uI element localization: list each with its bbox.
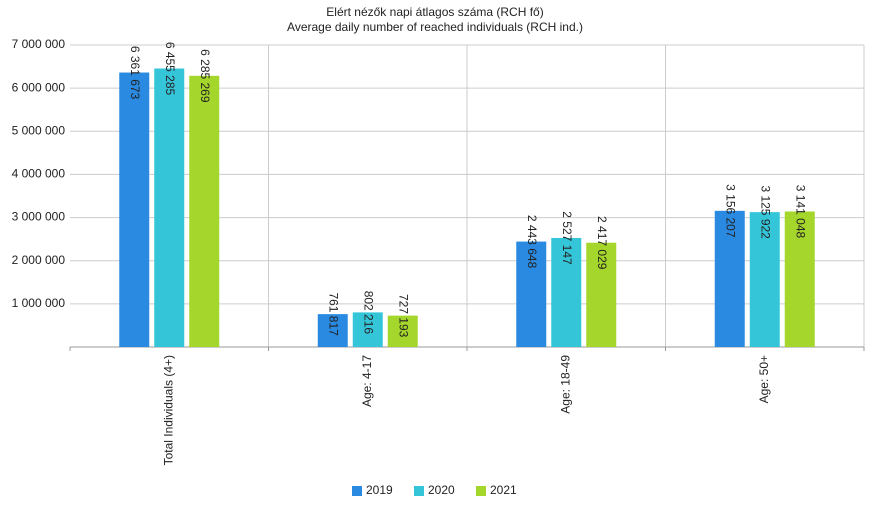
y-tick-label: 6 000 000 — [12, 80, 66, 94]
value-label: 6 285 269 — [198, 49, 212, 103]
value-label: 727 193 — [397, 294, 411, 338]
legend-label: 2019 — [366, 483, 393, 497]
value-label: 3 156 207 — [724, 184, 738, 238]
value-label: 2 443 648 — [525, 215, 539, 269]
x-tick-label: Age: 18-49 — [558, 355, 572, 414]
bar — [317, 314, 348, 347]
value-label: 6 455 285 — [163, 42, 177, 96]
value-label: 3 125 922 — [759, 185, 773, 239]
bar — [352, 312, 383, 347]
bar — [714, 210, 745, 347]
bar — [189, 75, 220, 347]
bar — [516, 241, 547, 347]
y-tick-label: 1 000 000 — [12, 296, 66, 310]
bar — [586, 242, 617, 347]
y-tick-label: 2 000 000 — [12, 253, 66, 267]
x-tick-label: Age: 50+ — [757, 355, 771, 403]
y-tick-label: 4 000 000 — [12, 167, 66, 181]
value-label: 2 527 147 — [560, 211, 574, 265]
legend-swatch — [414, 486, 424, 496]
bar — [784, 211, 815, 347]
value-label: 3 141 048 — [794, 185, 808, 239]
chart-subtitle: Average daily number of reached individu… — [287, 20, 583, 34]
value-label: 2 417 029 — [595, 216, 609, 270]
y-tick-label: 7 000 000 — [12, 37, 66, 51]
bar — [551, 237, 582, 347]
bar — [154, 68, 185, 348]
bar — [119, 72, 150, 348]
legend-swatch — [476, 486, 486, 496]
x-tick-label: Total Individuals (4+) — [161, 355, 175, 465]
value-label: 6 361 673 — [128, 46, 142, 100]
legend-label: 2021 — [490, 483, 517, 497]
legend-label: 2020 — [428, 483, 455, 497]
y-tick-label: 5 000 000 — [12, 123, 66, 137]
value-label: 761 817 — [327, 292, 341, 336]
legend-swatch — [352, 486, 362, 496]
chart-title: Elért nézők napi átlagos száma (RCH fő) — [326, 5, 543, 19]
bar — [749, 212, 780, 347]
y-tick-label: 3 000 000 — [12, 210, 66, 224]
bar — [387, 315, 418, 347]
x-tick-label: Age: 4-17 — [360, 355, 374, 407]
value-label: 802 216 — [362, 291, 376, 335]
